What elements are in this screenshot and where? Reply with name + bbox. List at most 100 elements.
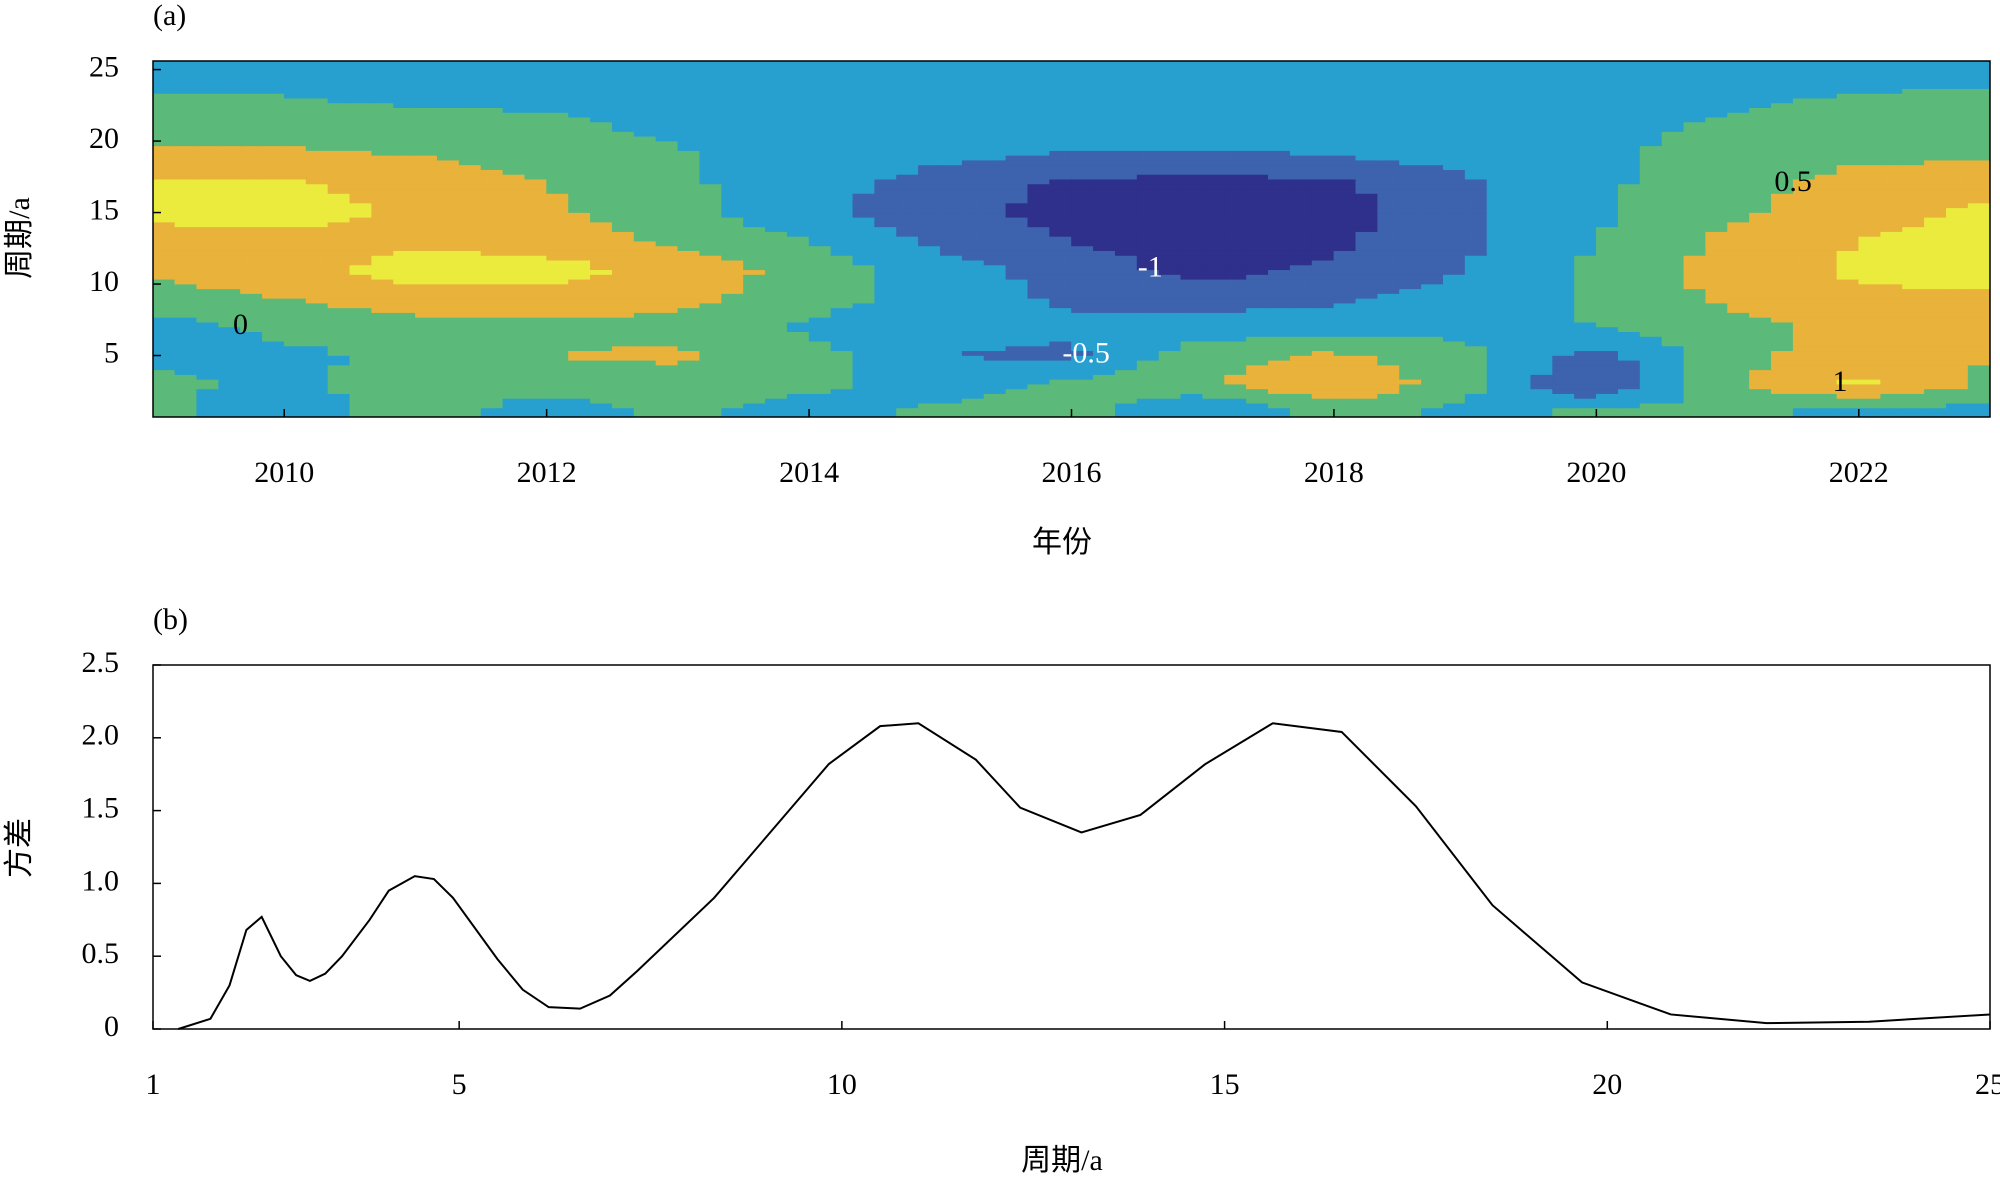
contour-cell: [480, 164, 504, 170]
contour-cell: [918, 326, 941, 332]
contour-cell: [1530, 150, 1553, 156]
contour-cell: [1005, 364, 1029, 371]
contour-cell: [939, 321, 963, 328]
contour-cell: [1617, 383, 1641, 390]
contour-cell: [939, 350, 963, 356]
contour-cell: [1421, 164, 1444, 170]
contour-cell: [240, 126, 263, 132]
contour-cell: [677, 231, 701, 237]
contour-cell: [283, 217, 307, 223]
contour-cell: [786, 145, 810, 151]
contour-cell: [677, 355, 701, 361]
contour-cell: [655, 174, 679, 180]
contour-cell: [896, 317, 919, 323]
contour-cell: [808, 379, 832, 385]
contour-cell: [1880, 393, 1903, 399]
contour-cell: [196, 326, 219, 332]
contour-cell: [480, 402, 504, 409]
contour-cell: [218, 331, 241, 337]
contour-cell: [1464, 169, 1488, 175]
contour-cell: [1552, 326, 1575, 332]
contour-cell: [1093, 345, 1116, 352]
contour-cell: [262, 188, 285, 194]
contour-cell: [458, 402, 482, 409]
contour-cell: [174, 145, 198, 151]
contour-cell: [633, 236, 657, 242]
contour-cell: [1639, 398, 1663, 404]
contour-cell: [633, 383, 657, 390]
contour-cell: [939, 135, 963, 142]
contour-cell: [546, 336, 569, 342]
contour-cell: [1049, 331, 1072, 337]
contour-cell: [1246, 364, 1269, 371]
contour-cell: [1967, 283, 1990, 290]
contour-cell: [1180, 407, 1204, 417]
contour-cell: [262, 331, 285, 337]
contour-cell: [1333, 350, 1357, 356]
contour-cell: [1180, 131, 1204, 137]
contour-cell: [262, 359, 285, 366]
contour-cell: [655, 159, 679, 166]
contour-cell: [721, 155, 744, 161]
contour-cell: [1924, 407, 1947, 417]
contour-cell: [765, 298, 788, 304]
contour-cell: [1093, 207, 1116, 213]
contour-cell: [524, 164, 547, 170]
contour-cell: [1246, 302, 1269, 309]
contour-cell: [502, 231, 526, 237]
contour-cell: [1705, 317, 1728, 323]
contour-cell: [415, 302, 438, 309]
contour-cell: [721, 226, 744, 232]
contour-cell: [1967, 317, 1990, 323]
contour-cell: [1552, 283, 1575, 290]
contour-cell: [1093, 221, 1116, 228]
contour-cell: [1421, 340, 1444, 347]
contour-cell: [699, 188, 722, 194]
contour-cell: [983, 264, 1007, 271]
contour-cell: [1552, 364, 1575, 371]
contour-cell: [1114, 274, 1138, 280]
contour-cell: [1355, 312, 1378, 318]
contour-cell: [743, 402, 766, 409]
contour-cell: [1246, 164, 1269, 170]
contour-cell: [502, 278, 526, 285]
contour-cell: [546, 298, 569, 304]
contour-cell: [830, 221, 854, 228]
contour-cell: [1880, 183, 1903, 190]
contour-cell: [1771, 183, 1794, 190]
contour-cell: [546, 150, 569, 156]
contour-cell: [1355, 355, 1378, 361]
contour-cell: [1749, 131, 1772, 137]
contour-cell: [808, 283, 832, 290]
contour-cell: [1049, 145, 1072, 151]
contour-cell: [1180, 321, 1204, 328]
contour-cell: [743, 374, 766, 380]
contour-cell: [1574, 207, 1597, 213]
contour-cell: [218, 264, 241, 271]
contour-cell: [568, 164, 591, 170]
contour-cell: [502, 364, 526, 371]
contour-cell: [721, 150, 744, 156]
contour-cell: [743, 169, 766, 175]
contour-cell: [1114, 193, 1138, 199]
contour-cell: [1574, 293, 1597, 299]
contour-cell: [1311, 283, 1335, 290]
contour-cell: [1421, 402, 1444, 409]
contour-cell: [983, 255, 1007, 261]
contour-cell: [1683, 350, 1707, 356]
contour-cell: [196, 355, 219, 361]
contour-cell: [1945, 164, 1969, 170]
contour-cell: [1508, 388, 1532, 394]
contour-cell: [480, 174, 504, 180]
contour-cell: [1902, 259, 1925, 266]
contour-cell: [874, 150, 897, 156]
contour-cell: [1574, 336, 1597, 342]
contour-cell: [327, 345, 351, 352]
contour-cell: [1027, 145, 1050, 151]
contour-cell: [983, 302, 1007, 309]
contour-cell: [1661, 245, 1685, 251]
contour-cell: [611, 174, 635, 180]
contour-cell: [1202, 326, 1225, 332]
contour-cell: [918, 383, 941, 390]
contour-cell: [393, 326, 416, 332]
